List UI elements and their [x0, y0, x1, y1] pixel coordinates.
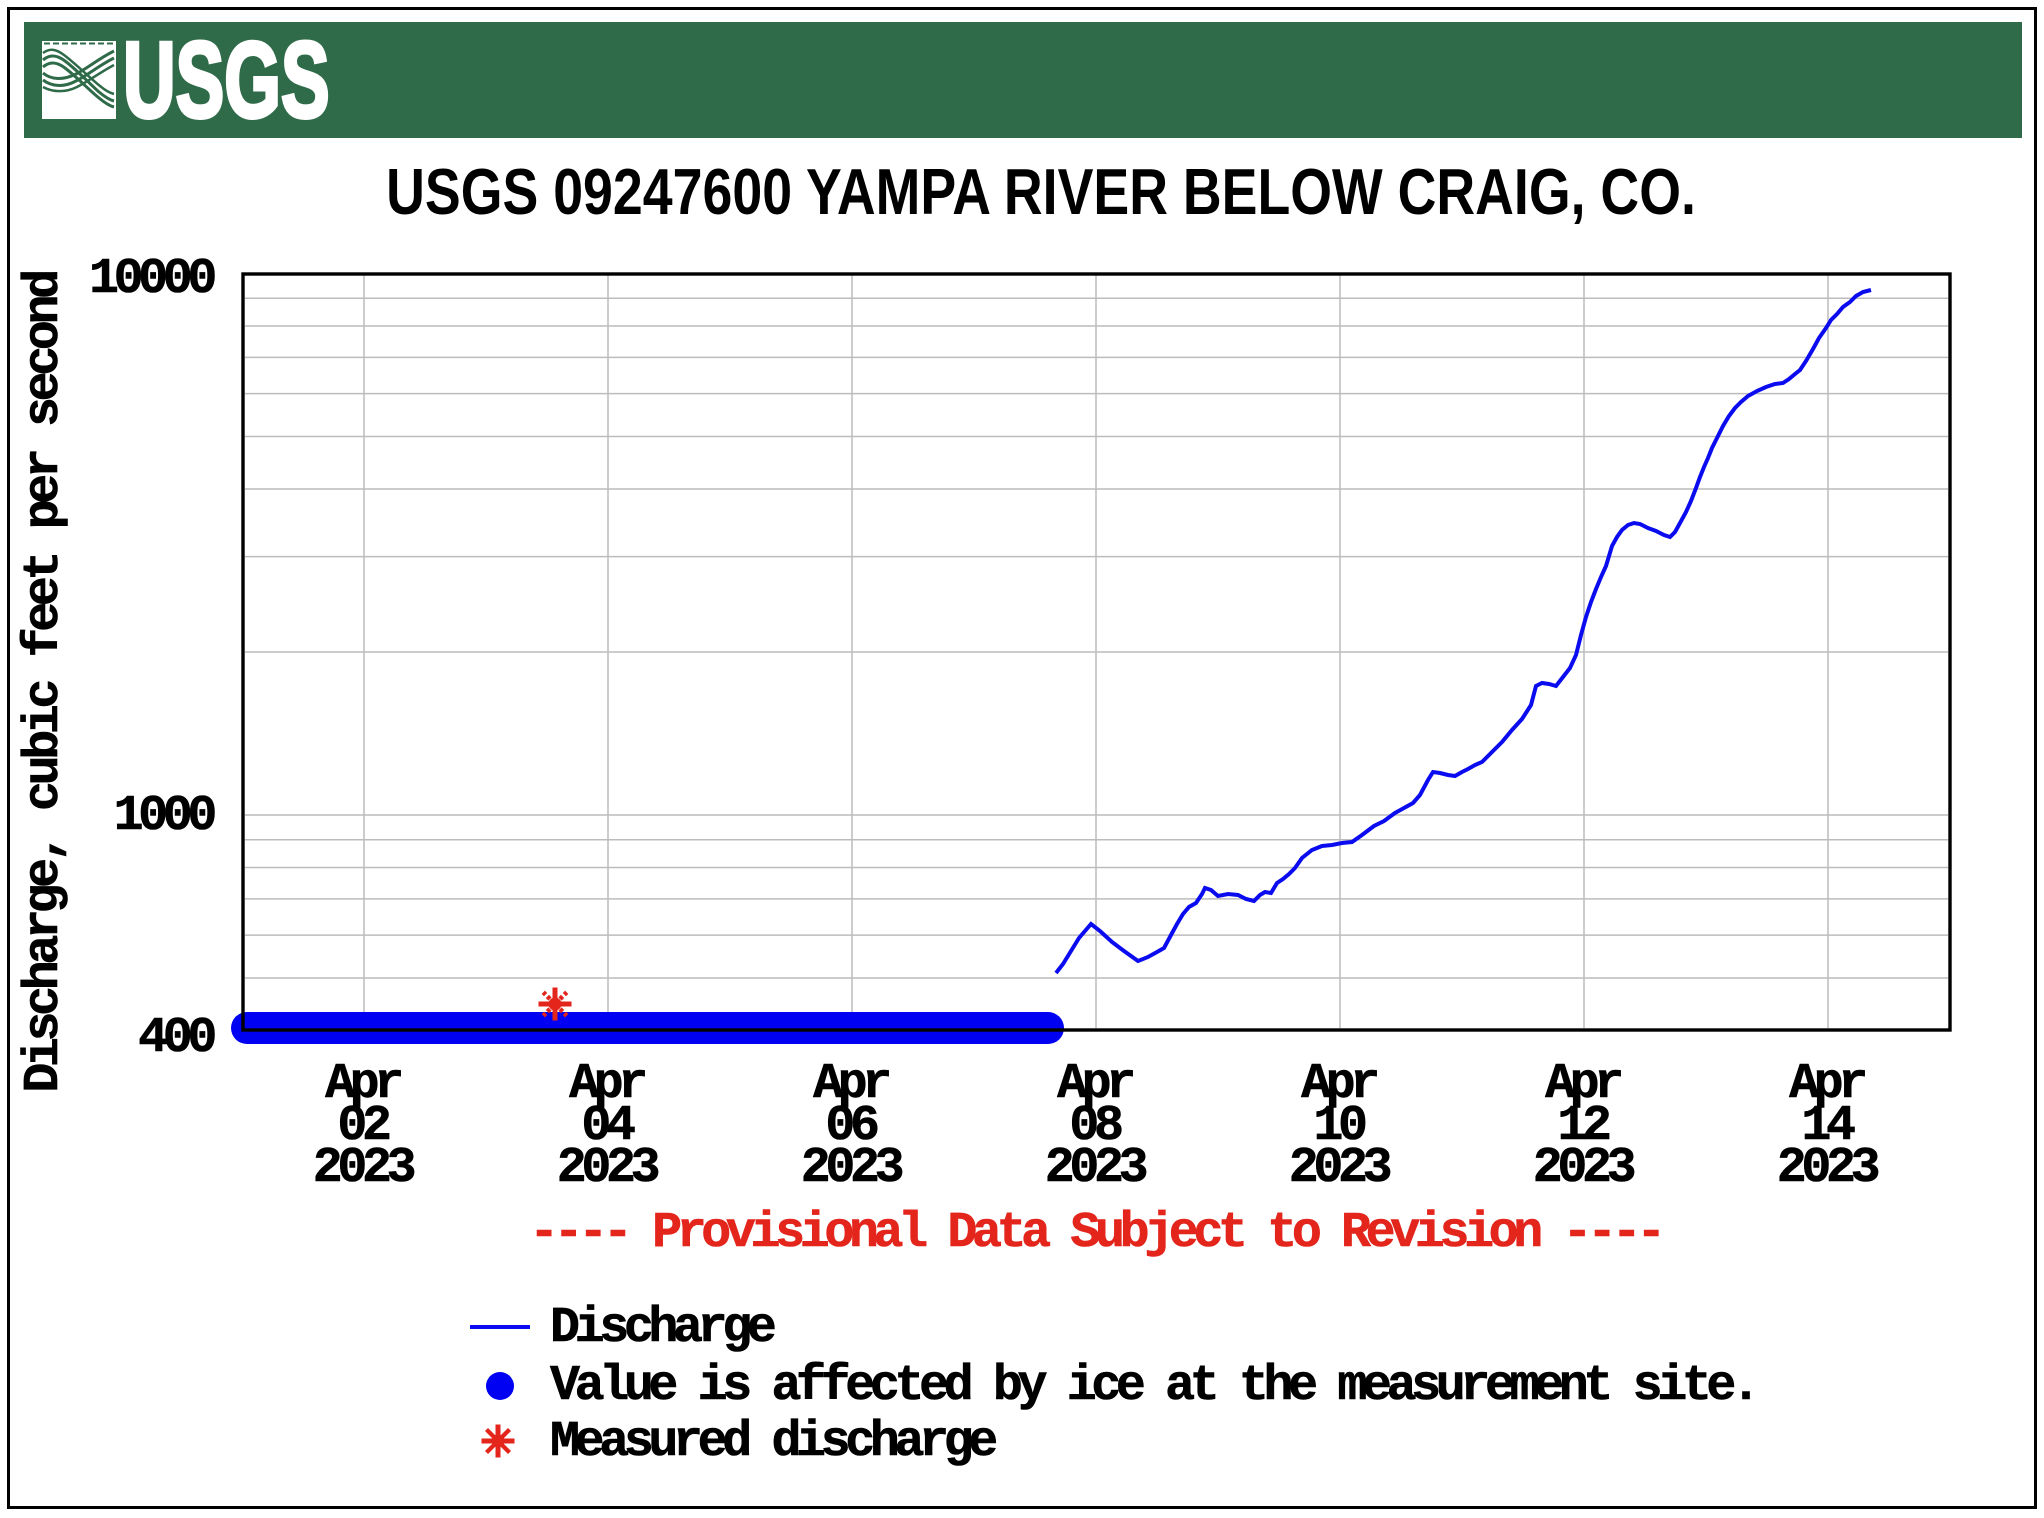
svg-text:10000: 10000 [89, 251, 215, 308]
svg-text:400: 400 [138, 1010, 215, 1067]
svg-text:06: 06 [825, 1098, 878, 1155]
svg-text:Apr: Apr [325, 1056, 401, 1113]
svg-text:Apr: Apr [1545, 1056, 1621, 1113]
svg-text:2023: 2023 [801, 1140, 903, 1197]
svg-text:2023: 2023 [557, 1140, 659, 1197]
svg-text:USGS: USGS [123, 20, 330, 141]
svg-text:2023: 2023 [1777, 1140, 1879, 1197]
svg-text:Apr: Apr [1301, 1056, 1377, 1113]
svg-text:Discharge, cubic feet per seco: Discharge, cubic feet per second [16, 272, 73, 1093]
svg-text:2023: 2023 [1289, 1140, 1391, 1197]
svg-text:Apr: Apr [1789, 1056, 1865, 1113]
svg-text:02: 02 [337, 1098, 390, 1155]
svg-text:2023: 2023 [1533, 1140, 1635, 1197]
svg-text:10: 10 [1313, 1098, 1366, 1155]
svg-text:12: 12 [1557, 1098, 1610, 1155]
svg-text:Apr: Apr [1057, 1056, 1133, 1113]
svg-text:---- Provisional Data Subject: ---- Provisional Data Subject to Revisio… [529, 1205, 1661, 1262]
svg-text:2023: 2023 [1045, 1140, 1147, 1197]
svg-text:USGS 09247600 YAMPA RIVER BELO: USGS 09247600 YAMPA RIVER BELOW CRAIG, C… [386, 155, 1696, 228]
svg-text:Discharge: Discharge [550, 1300, 775, 1357]
svg-text:1000: 1000 [114, 788, 216, 845]
svg-text:Value is affected by ice at th: Value is affected by ice at the measurem… [550, 1358, 1756, 1415]
svg-text:Apr: Apr [813, 1056, 889, 1113]
svg-text:08: 08 [1069, 1098, 1122, 1155]
svg-text:Measured discharge: Measured discharge [550, 1414, 996, 1471]
svg-text:2023: 2023 [313, 1140, 415, 1197]
svg-text:Apr: Apr [569, 1056, 645, 1113]
